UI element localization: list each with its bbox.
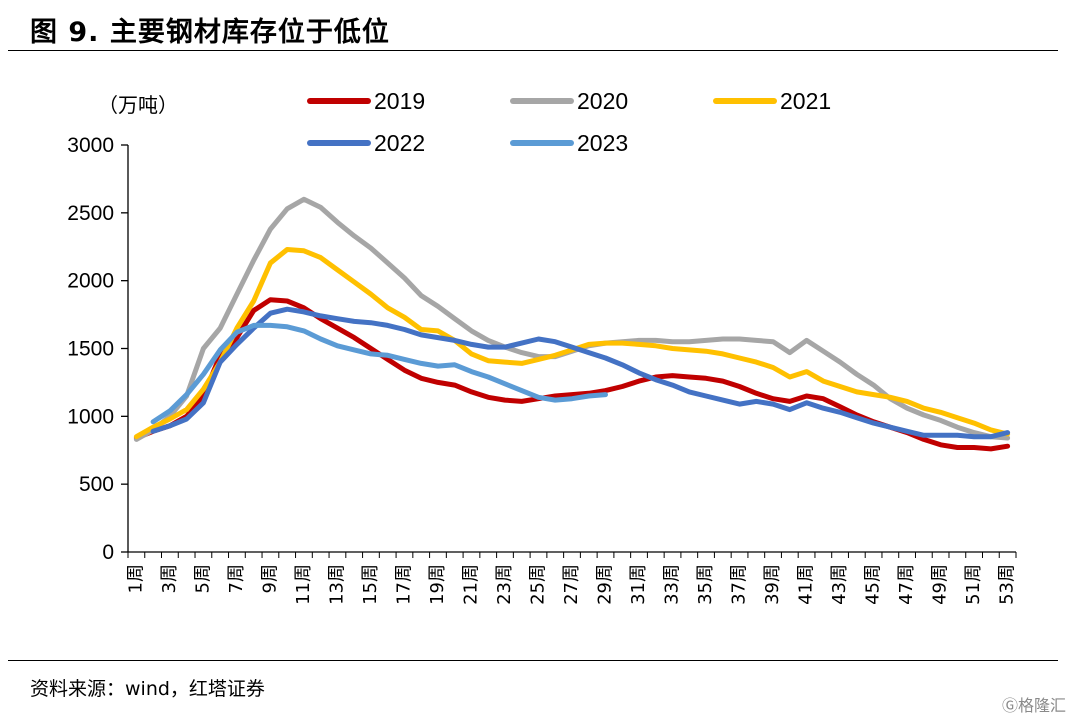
x-tick-label: 13周 (326, 564, 347, 605)
x-tick-label: 21周 (460, 564, 481, 605)
x-axis: 1周 3周 5周 7周 9周 11周 13周 15周 17周 19周 21周 23周 25周 27周 29周… (125, 551, 1018, 605)
line-chart: （万吨） 2019 2020 2021 2022 2023 0 500 1000 1500 20… (67, 88, 1018, 605)
x-tick-label: 7周 (226, 564, 247, 593)
x-tick-label: 27周 (561, 564, 582, 605)
watermark-logo: Ⓖ格隆汇 (1002, 692, 1066, 716)
x-tick-label: 15周 (360, 564, 381, 605)
x-tick-label: 37周 (729, 564, 750, 605)
x-tick-label: 49周 (930, 564, 951, 605)
x-tick-label: 43周 (829, 564, 850, 605)
top-rule (8, 50, 1058, 51)
series-line-2021 (133, 247, 1011, 440)
y-axis: 0 500 1000 1500 2000 2500 3000 (67, 134, 129, 564)
legend-label-2023: 2023 (577, 130, 628, 156)
y-tick-label: 1000 (67, 405, 114, 428)
legend-label-2021: 2021 (780, 88, 831, 114)
figure-title: 图 9. 主要钢材库存位于低位 (30, 17, 390, 48)
x-tick-label: 35周 (695, 564, 716, 605)
bottom-rule (8, 660, 1058, 661)
x-tick-label: 1周 (125, 564, 146, 593)
x-tick-label: 3周 (159, 564, 180, 593)
x-tick-label: 5周 (192, 564, 213, 593)
x-tick-label: 45周 (863, 564, 884, 605)
y-tick-label: 2500 (67, 202, 114, 225)
x-tick-label: 41周 (796, 564, 817, 605)
series-line-2022 (150, 306, 1011, 440)
legend-label-2019: 2019 (374, 88, 425, 114)
y-tick-label: 3000 (67, 134, 114, 157)
x-tick-label: 47周 (896, 564, 917, 605)
x-tick-label: 11周 (293, 564, 314, 605)
legend-label-2020: 2020 (577, 88, 628, 114)
series-line-2023 (150, 322, 608, 425)
x-tick-label: 17周 (393, 564, 414, 605)
x-tick-label: 9周 (259, 564, 280, 593)
x-tick-label: 53周 (997, 564, 1018, 605)
y-tick-label: 500 (79, 473, 114, 496)
y-axis-unit-label: （万吨） (98, 93, 178, 117)
x-tick-label: 23周 (494, 564, 515, 605)
x-tick-label: 25周 (527, 564, 548, 605)
watermark-text: 格隆汇 (1017, 696, 1066, 715)
x-tick-label: 33周 (662, 564, 683, 605)
x-tick-label: 39周 (762, 564, 783, 605)
legend: 2019 2020 2021 2022 2023 (307, 88, 831, 156)
series-lines (133, 196, 1011, 452)
x-tick-label: 29周 (595, 564, 616, 605)
x-tick-label: 19周 (427, 564, 448, 605)
source-note: 资料来源：wind，红塔证券 (30, 678, 265, 700)
legend-label-2022: 2022 (374, 130, 425, 156)
watermark-icon: Ⓖ (1001, 696, 1018, 715)
x-tick-label: 51周 (963, 564, 984, 605)
y-tick-label: 2000 (67, 270, 114, 293)
y-tick-label: 1500 (67, 338, 114, 361)
x-tick-label: 31周 (628, 564, 649, 605)
series-line-2019 (133, 297, 1011, 452)
y-tick-label: 0 (102, 541, 114, 564)
